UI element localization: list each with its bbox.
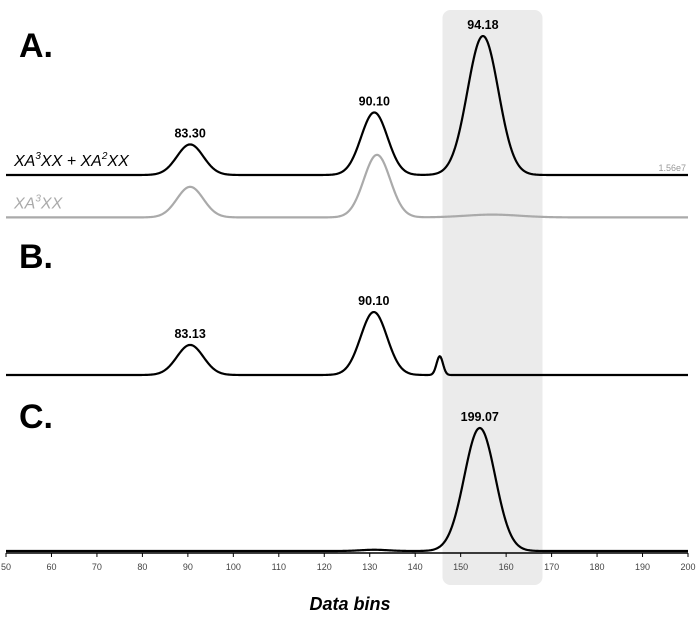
series-label-1: XA3XX (13, 193, 64, 212)
x-tick-label: 90 (183, 562, 193, 572)
x-tick-label: 160 (499, 562, 514, 572)
peak-label: 83.30 (174, 126, 205, 140)
x-tick-label: 180 (590, 562, 605, 572)
x-tick-label: 200 (680, 562, 695, 572)
x-tick-label: 50 (1, 562, 11, 572)
peak-labels: 83.30 90.10 94.18 83.13 90.10 199.07 (174, 18, 498, 424)
x-tick-label: 70 (92, 562, 102, 572)
panel-label-2: C. (19, 398, 53, 436)
trace-line-0-1 (5, 153, 689, 219)
panel-labels: A. B. C. (19, 27, 53, 436)
highlight-region-layer (442, 10, 543, 585)
x-axis-title: Data bins (309, 594, 390, 614)
x-tick-label: 100 (226, 562, 241, 572)
trace-line-0-0 (5, 34, 689, 177)
highlight-region (442, 10, 543, 585)
x-tick-label: 110 (272, 562, 286, 572)
traces (5, 34, 689, 553)
x-tick-label: 190 (635, 562, 650, 572)
x-tick-label: 170 (544, 562, 559, 572)
series-label-0: XA3XX + XA2XX (13, 151, 130, 170)
x-axis: 50 60 70 80 90 100 110 120 130 140 150 160 170 180 190… (1, 552, 696, 572)
scale-note: 1.56e7 (658, 163, 686, 173)
x-tick-label: 80 (137, 562, 147, 572)
trace-line-1-0 (5, 310, 689, 377)
trace-line-2-0 (5, 426, 689, 553)
peak-label: 94.18 (467, 18, 498, 32)
x-tick-label: 150 (453, 562, 468, 572)
x-tick-label: 60 (46, 562, 56, 572)
x-tick-label: 120 (317, 562, 332, 572)
x-tick-label: 130 (362, 562, 377, 572)
peak-label: 83.13 (174, 327, 205, 341)
peak-label: 199.07 (461, 410, 499, 424)
panel-label-1: B. (19, 238, 53, 276)
x-tick-label: 140 (408, 562, 423, 572)
peak-label: 90.10 (358, 294, 389, 308)
panel-label-0: A. (19, 27, 53, 65)
peak-label: 90.10 (359, 94, 390, 108)
series-labels: 1.56e7 XA3XX + XA2XX XA3XX (13, 151, 686, 212)
